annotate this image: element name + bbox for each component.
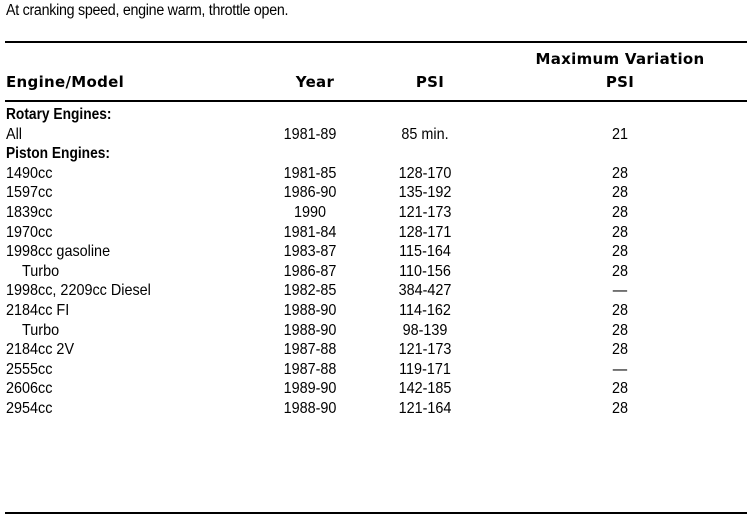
- psi-cell: 135-192: [398, 184, 452, 202]
- year-cell: 1989-90: [283, 380, 337, 398]
- year-cell: 1987-88: [283, 360, 337, 378]
- max-variation-cell: 28: [611, 399, 629, 417]
- year-cell: 1987-88: [283, 341, 337, 359]
- psi-cell: 121-164: [398, 399, 452, 417]
- header-max-variation: Maximum Variation: [535, 50, 705, 68]
- engine-model-cell: 1839cc: [6, 203, 53, 221]
- psi-cell: 114-162: [399, 301, 451, 319]
- year-cell: 1986-90: [283, 184, 337, 202]
- table-row: 2954cc 1988-90 121-164 28: [0, 399, 752, 419]
- table-row: Turbo 1988-90 98-139 28: [0, 321, 752, 341]
- engine-model-cell: 1597cc: [6, 184, 53, 202]
- section-label: Rotary Engines:: [6, 106, 112, 123]
- table-row: 2184cc FI 1988-90 114-162 28: [0, 301, 752, 321]
- engine-model-cell: 2606cc: [6, 380, 53, 398]
- year-cell: 1988-90: [283, 301, 337, 319]
- max-variation-cell: —: [612, 282, 628, 300]
- max-variation-cell: 28: [611, 203, 629, 221]
- table-header-rule: [5, 100, 747, 102]
- engine-model-cell: 2184cc 2V: [6, 341, 75, 359]
- header-engine-model: Engine/Model: [6, 73, 125, 91]
- table-row: 1970cc 1981-84 128-171 28: [0, 223, 752, 243]
- engine-model-cell: All: [6, 125, 23, 143]
- engine-model-cell: 2954cc: [6, 399, 53, 417]
- max-variation-cell: 28: [611, 262, 629, 280]
- table-row: 1998cc, 2209cc Diesel 1982-85 384-427 —: [0, 281, 752, 301]
- year-cell: 1988-90: [283, 399, 337, 417]
- year-cell: 1990: [293, 203, 327, 221]
- year-cell: 1981-89: [283, 125, 337, 143]
- header-year: Year: [295, 73, 335, 91]
- engine-model-cell: 2555cc: [6, 360, 53, 378]
- max-variation-cell: 28: [611, 301, 629, 319]
- psi-cell: 121-173: [398, 341, 452, 359]
- engine-model-cell: Turbo: [22, 262, 60, 280]
- max-variation-cell: 28: [611, 164, 629, 182]
- max-variation-cell: 21: [611, 125, 629, 143]
- table-row: 2606cc 1989-90 142-185 28: [0, 379, 752, 399]
- table-row: 1839cc 1990 121-173 28: [0, 203, 752, 223]
- max-variation-cell: 28: [611, 380, 629, 398]
- year-cell: 1986-87: [283, 262, 337, 280]
- header-psi: PSI: [415, 73, 445, 91]
- psi-cell: 128-171: [398, 223, 452, 241]
- engine-model-cell: 1490cc: [6, 164, 53, 182]
- psi-cell: 128-170: [398, 164, 452, 182]
- year-cell: 1981-84: [283, 223, 337, 241]
- max-variation-cell: 28: [611, 321, 629, 339]
- table-row: 1490cc 1981-85 128-170 28: [0, 164, 752, 184]
- psi-cell: 121-173: [398, 203, 452, 221]
- year-cell: 1988-90: [283, 321, 337, 339]
- table-row: 2555cc 1987-88 119-171 —: [0, 360, 752, 380]
- table-row: Turbo 1986-87 110-156 28: [0, 262, 752, 282]
- psi-cell: 115-164: [399, 243, 451, 261]
- max-variation-cell: 28: [611, 223, 629, 241]
- table-section-row: Rotary Engines:: [0, 105, 752, 125]
- year-cell: 1981-85: [283, 164, 337, 182]
- max-variation-cell: —: [612, 360, 628, 378]
- max-variation-cell: 28: [611, 184, 629, 202]
- table-top-rule: [5, 41, 747, 43]
- table-bottom-rule: [5, 512, 747, 514]
- header-max-variation-psi: PSI: [605, 73, 635, 91]
- psi-cell: 85 min.: [401, 125, 449, 143]
- psi-cell: 98-139: [402, 321, 448, 339]
- psi-cell: 142-185: [398, 380, 452, 398]
- table-note: At cranking speed, engine warm, throttle…: [6, 2, 289, 19]
- year-cell: 1983-87: [283, 243, 337, 261]
- engine-model-cell: Turbo: [22, 321, 60, 339]
- table-body: Rotary Engines: All 1981-89 85 min. 21 P…: [0, 105, 752, 419]
- psi-cell: 119-171: [399, 360, 451, 378]
- engine-model-cell: 1970cc: [6, 223, 53, 241]
- table-row: 1998cc gasoline 1983-87 115-164 28: [0, 242, 752, 262]
- engine-model-cell: 1998cc gasoline: [6, 243, 111, 261]
- table-section-row: Piston Engines:: [0, 144, 752, 164]
- engine-model-cell: 1998cc, 2209cc Diesel: [6, 282, 151, 300]
- table-row: 1597cc 1986-90 135-192 28: [0, 183, 752, 203]
- section-label: Piston Engines:: [6, 145, 110, 163]
- max-variation-cell: 28: [611, 341, 629, 359]
- engine-model-cell: 2184cc FI: [6, 301, 70, 319]
- year-cell: 1982-85: [283, 282, 337, 300]
- psi-cell: 384-427: [398, 282, 452, 300]
- table-row: All 1981-89 85 min. 21: [0, 125, 752, 145]
- max-variation-cell: 28: [611, 243, 629, 261]
- table-row: 2184cc 2V 1987-88 121-173 28: [0, 340, 752, 360]
- psi-cell: 110-156: [399, 262, 451, 280]
